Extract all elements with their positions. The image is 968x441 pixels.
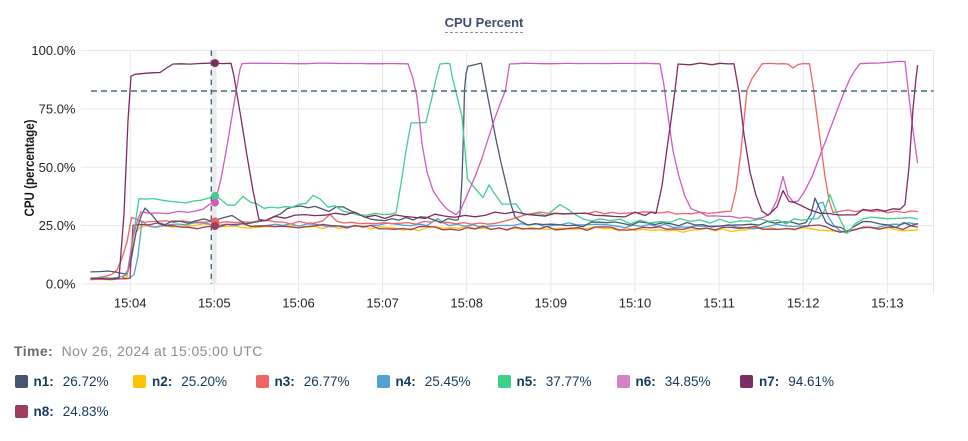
svg-text:15:11: 15:11: [703, 296, 735, 311]
svg-text:15:10: 15:10: [619, 296, 652, 311]
svg-text:15:09: 15:09: [535, 296, 568, 311]
svg-text:15:13: 15:13: [871, 296, 904, 311]
svg-text:15:06: 15:06: [282, 296, 315, 311]
svg-text:CPU (percentage): CPU (percentage): [21, 120, 37, 217]
svg-text:75.0%: 75.0%: [39, 101, 76, 116]
svg-text:25.0%: 25.0%: [39, 218, 76, 233]
svg-text:0.0%: 0.0%: [46, 277, 76, 292]
svg-text:15:07: 15:07: [366, 296, 399, 311]
svg-text:100.0%: 100.0%: [31, 43, 76, 58]
svg-text:15:05: 15:05: [198, 296, 231, 311]
svg-text:15:12: 15:12: [787, 296, 820, 311]
svg-text:15:04: 15:04: [114, 296, 147, 311]
svg-text:15:08: 15:08: [450, 296, 483, 311]
svg-text:50.0%: 50.0%: [39, 160, 76, 175]
